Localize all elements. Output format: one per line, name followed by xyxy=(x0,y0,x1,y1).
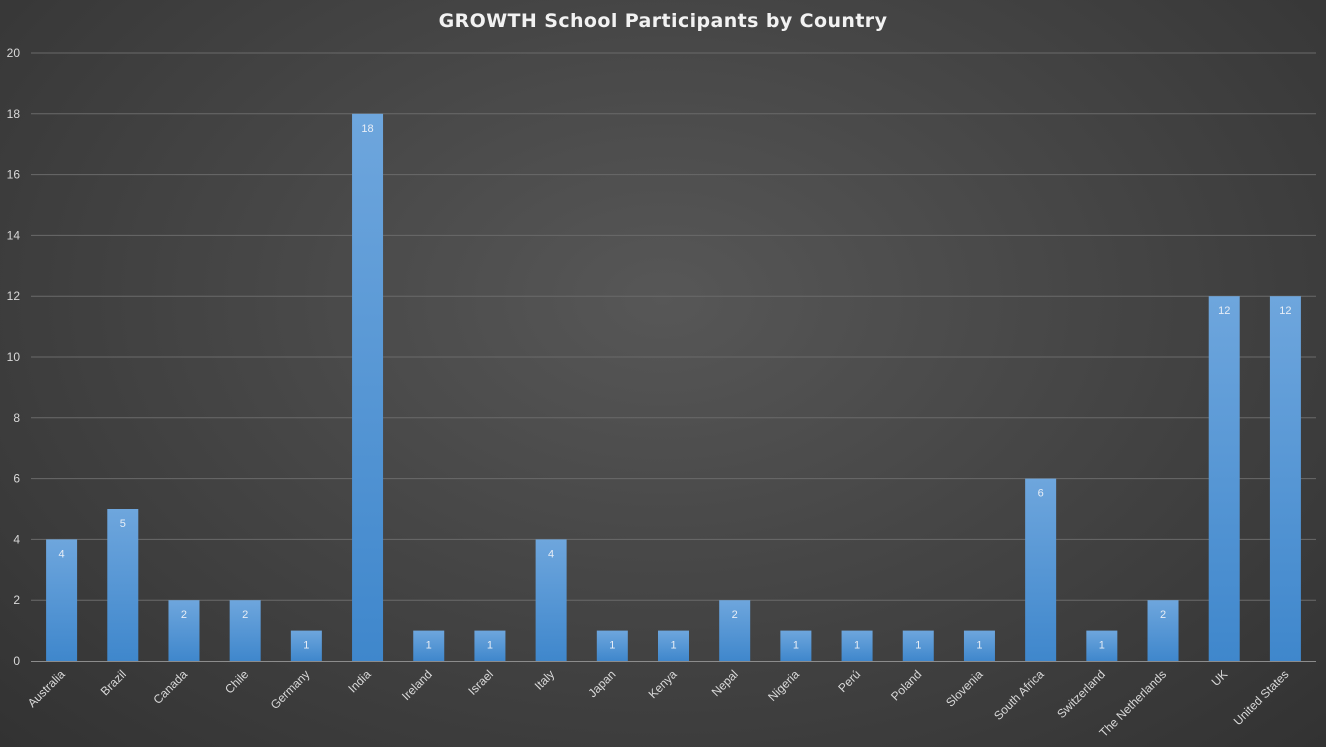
data-label: 1 xyxy=(793,640,799,652)
bar xyxy=(1147,600,1179,661)
gridlines xyxy=(31,52,1316,601)
bar xyxy=(1208,296,1240,661)
x-tick-label: Kenya xyxy=(646,667,680,701)
bar xyxy=(841,630,873,661)
x-tick-label: Chile xyxy=(222,667,251,696)
bar xyxy=(290,630,322,661)
x-tick-label: Japan xyxy=(585,667,618,700)
y-tick-label: 0 xyxy=(13,654,20,668)
data-label: 2 xyxy=(242,609,248,621)
x-tick-label: Australia xyxy=(25,667,68,710)
data-label: 2 xyxy=(181,609,187,621)
data-label: 1 xyxy=(915,640,921,652)
y-tick-label: 2 xyxy=(13,593,20,607)
bar xyxy=(168,600,200,661)
x-tick-label: Canada xyxy=(150,667,190,707)
x-tick-label: Israel xyxy=(465,667,496,698)
data-label: 1 xyxy=(976,640,982,652)
data-label: 12 xyxy=(1279,305,1291,317)
x-tick-label: India xyxy=(345,667,374,696)
bar xyxy=(535,539,567,661)
data-label: 2 xyxy=(1160,609,1166,621)
data-label: 12 xyxy=(1218,305,1230,317)
bar xyxy=(902,630,934,661)
y-tick-label: 16 xyxy=(7,168,21,182)
bar xyxy=(46,539,78,661)
data-label: 1 xyxy=(670,640,676,652)
y-tick-label: 4 xyxy=(13,532,20,546)
data-label: 1 xyxy=(487,640,493,652)
bar xyxy=(658,630,689,661)
x-tick-label: United States xyxy=(1231,667,1292,728)
bar xyxy=(963,630,995,661)
data-label: 1 xyxy=(303,640,309,652)
bars xyxy=(46,113,1301,662)
x-tick-label: UK xyxy=(1209,667,1231,689)
bar xyxy=(719,600,751,661)
bar xyxy=(780,630,812,661)
y-tick-label: 6 xyxy=(13,472,20,486)
data-label: 2 xyxy=(732,609,738,621)
data-label: 1 xyxy=(426,640,432,652)
bar xyxy=(107,509,139,661)
x-tick-label: South Africa xyxy=(991,667,1047,723)
data-label: 4 xyxy=(59,548,65,560)
x-tick-label: Switzerland xyxy=(1054,667,1108,721)
bar xyxy=(1025,478,1057,661)
x-tick-label: Perú xyxy=(835,667,863,695)
x-tick-label: Nepal xyxy=(709,667,741,699)
y-axis-ticks: 0 2 4 6 8 10 12 14 16 18 20 xyxy=(7,46,21,668)
y-tick-label: 10 xyxy=(7,350,21,364)
bar xyxy=(352,113,384,662)
chart-title: GROWTH School Participants by Country xyxy=(438,10,888,32)
data-label: 5 xyxy=(120,518,126,530)
x-tick-label: Brazil xyxy=(98,667,129,698)
x-tick-label: Germany xyxy=(268,667,313,712)
y-tick-label: 12 xyxy=(7,289,21,303)
data-label: 1 xyxy=(1099,640,1105,652)
data-label: 1 xyxy=(609,640,615,652)
x-tick-label: Ireland xyxy=(399,667,435,703)
x-axis-ticks: Australia Brazil Canada Chile Germany India Ir… xyxy=(25,667,1292,740)
data-label: 18 xyxy=(361,123,373,135)
data-label: 6 xyxy=(1038,488,1044,500)
y-tick-label: 18 xyxy=(7,107,21,121)
y-tick-label: 8 xyxy=(13,411,20,425)
x-tick-label: Italy xyxy=(532,667,557,692)
y-tick-label: 14 xyxy=(7,228,21,242)
x-tick-label: Nigeria xyxy=(765,667,802,704)
y-tick-label: 20 xyxy=(7,46,21,60)
data-label: 4 xyxy=(548,548,554,560)
bar xyxy=(229,600,261,661)
x-tick-label: The Netherlands xyxy=(1097,667,1170,740)
bar xyxy=(474,630,506,661)
data-label: 1 xyxy=(854,640,860,652)
bar xyxy=(1086,630,1118,661)
x-tick-label: Slovenia xyxy=(943,667,986,710)
x-tick-label: Poland xyxy=(888,667,924,703)
bar xyxy=(1269,296,1301,661)
bar xyxy=(413,630,445,661)
bar xyxy=(596,630,628,661)
